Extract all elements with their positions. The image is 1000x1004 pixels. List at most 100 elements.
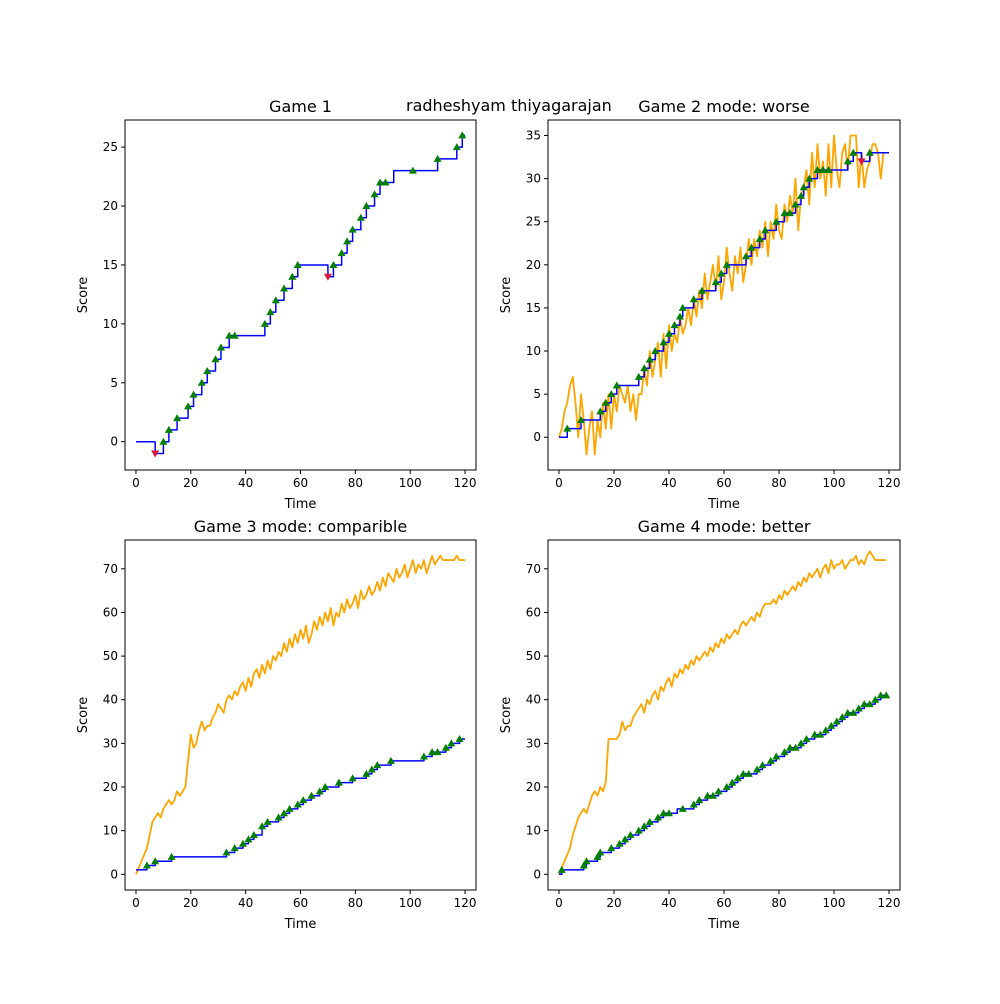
y-tick-label: 15	[103, 258, 118, 272]
score-up-marker	[373, 761, 382, 769]
score-up-marker	[285, 804, 294, 812]
score-up-marker	[557, 865, 566, 873]
score-up-marker	[447, 739, 456, 747]
score-up-marker	[142, 861, 151, 869]
score-up-marker	[197, 378, 206, 386]
score-up-marker	[225, 331, 234, 339]
x-tick-label: 60	[293, 896, 308, 910]
score-up-marker	[203, 367, 212, 375]
score-up-marker	[871, 695, 880, 703]
x-axis-label: Time	[707, 917, 740, 932]
score-up-marker	[780, 209, 789, 217]
score-up-marker	[433, 748, 442, 756]
score-up-marker	[676, 312, 684, 320]
score-up-marker	[329, 260, 338, 268]
score-up-marker	[824, 166, 833, 173]
score-up-marker	[615, 839, 624, 847]
x-tick-label: 120	[878, 476, 901, 490]
score-up-marker	[230, 844, 239, 852]
y-tick-label: 30	[103, 736, 118, 750]
score-up-marker	[761, 226, 770, 234]
score-up-marker	[791, 200, 800, 208]
x-tick-label: 0	[555, 476, 563, 490]
score-up-marker	[441, 743, 450, 751]
score-up-marker	[843, 157, 852, 165]
score-up-marker	[563, 424, 572, 432]
x-axis-label: Time	[284, 917, 317, 932]
x-tick-label: 100	[399, 476, 422, 490]
score-up-marker	[216, 343, 225, 351]
score-up-marker	[307, 791, 316, 799]
score-up-marker	[758, 761, 767, 769]
score-up-marker	[821, 726, 830, 734]
y-tick-label: 10	[103, 317, 118, 331]
score-up-marker	[678, 303, 687, 311]
score-up-marker	[263, 817, 272, 825]
y-tick-label: 0	[110, 435, 118, 449]
score-up-marker	[659, 338, 668, 346]
x-axis-label: Time	[707, 497, 740, 512]
score-up-marker	[596, 407, 605, 415]
plot-area	[135, 131, 467, 458]
score-up-marker	[739, 769, 748, 777]
y-tick-label: 10	[526, 344, 541, 358]
score-up-marker	[293, 260, 302, 268]
score-up-marker	[458, 131, 467, 139]
x-tick-label: 100	[823, 476, 846, 490]
score-up-marker	[797, 739, 805, 747]
chart-panel-1: 0 20 40 60 80 100 120 0 5 10 15 20 25 Time Score Game 1	[76, 97, 477, 512]
score-up-marker	[805, 174, 814, 182]
score-up-marker	[689, 800, 698, 808]
score-up-marker	[714, 787, 723, 795]
y-tick-label: 40	[103, 693, 118, 707]
score-up-marker	[211, 355, 220, 363]
score-up-marker	[634, 372, 643, 380]
score-up-marker	[832, 717, 841, 725]
y-axis-label: Score	[76, 697, 91, 733]
score-up-marker	[582, 857, 591, 865]
plot-area	[135, 554, 466, 875]
score-up-marker	[709, 791, 717, 799]
score-up-marker	[271, 296, 280, 304]
score-up-marker	[612, 381, 621, 389]
plot-area	[557, 550, 891, 876]
score-up-marker	[362, 202, 371, 210]
x-tick-label: 40	[238, 476, 253, 490]
y-tick-label: 60	[103, 605, 118, 619]
x-axis-label: Time	[284, 497, 317, 512]
x-tick-label: 100	[399, 896, 422, 910]
x-tick-label: 80	[348, 476, 363, 490]
score-up-marker	[849, 148, 858, 156]
score-up-marker	[455, 735, 464, 743]
x-tick-label: 40	[661, 476, 676, 490]
score-up-marker	[654, 813, 662, 821]
score-up-marker	[337, 249, 346, 257]
score-up-marker	[151, 857, 160, 865]
score-up-marker	[865, 148, 874, 156]
score-up-marker	[260, 319, 269, 327]
y-tick-label: 60	[526, 605, 541, 619]
score-up-marker	[747, 243, 756, 251]
player-score-line	[135, 738, 466, 871]
score-up-marker	[665, 809, 673, 817]
y-tick-label: 20	[526, 780, 541, 794]
score-up-marker	[607, 390, 616, 398]
score-up-marker	[634, 826, 643, 834]
chart-title: Game 3 mode: comparible	[194, 517, 407, 536]
y-tick-label: 70	[526, 562, 541, 576]
score-up-marker	[813, 166, 822, 173]
y-tick-label: 30	[526, 736, 541, 750]
score-up-marker	[299, 796, 308, 804]
score-up-marker	[356, 213, 365, 221]
y-tick-label: 70	[103, 562, 118, 576]
player-score-line	[135, 134, 466, 455]
chart-panel-2: 0 20 40 60 80 100 120 0 5 10 15 20 25 30 35 Time Score Ga…	[499, 97, 901, 512]
y-tick-label: 10	[526, 824, 541, 838]
score-up-marker	[797, 191, 805, 199]
score-up-marker	[742, 252, 750, 260]
score-up-marker	[184, 402, 193, 410]
score-up-marker	[810, 730, 819, 738]
score-up-marker	[334, 778, 343, 786]
score-up-marker	[827, 721, 836, 729]
